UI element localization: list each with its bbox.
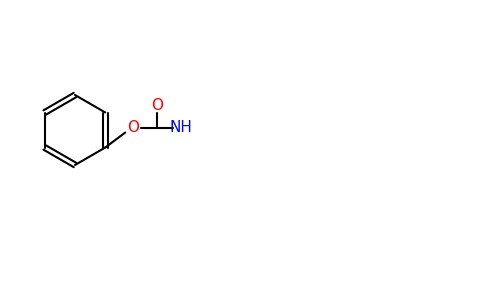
Text: O: O [151, 98, 163, 113]
Text: O: O [127, 120, 139, 135]
Text: NH: NH [170, 120, 193, 135]
